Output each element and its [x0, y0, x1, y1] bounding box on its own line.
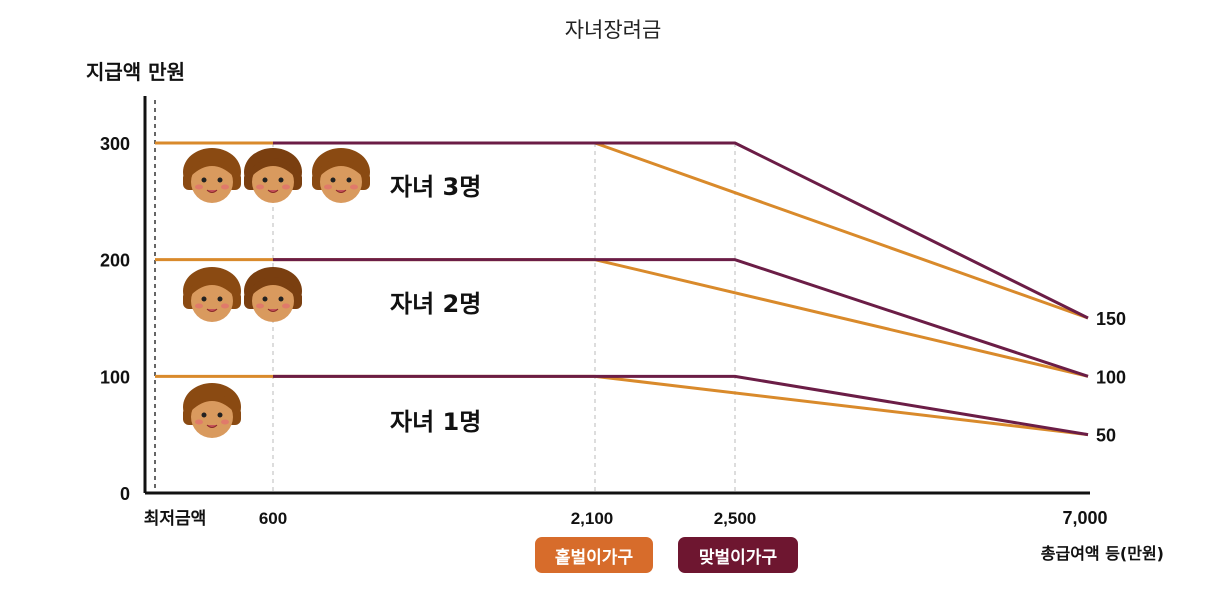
- x-tick-label: 600: [259, 509, 287, 528]
- x-tick-label: 최저금액: [144, 509, 207, 528]
- child-face-icon: [244, 267, 302, 322]
- x-axis-label: 총급여액 등(만원): [1040, 544, 1164, 563]
- series-line: [273, 141, 1089, 320]
- child-face-icon: [183, 267, 241, 322]
- chart-title: 자녀장려금: [564, 18, 662, 42]
- x-tick-label: 2,100: [571, 509, 614, 528]
- series-line: [155, 374, 1089, 437]
- y-tick-label: 100: [100, 367, 130, 387]
- x-tick-label: 7,000: [1062, 508, 1107, 528]
- y-tick-label-right: 150: [1096, 309, 1126, 329]
- legend-dual-income: 맞벌이가구: [678, 537, 798, 573]
- y-tick-label: 300: [100, 134, 130, 154]
- y-tick-label-right: 100: [1096, 367, 1126, 387]
- y-tick-label-right: 50: [1096, 426, 1116, 446]
- legend-single-income: 홑벌이가구: [535, 537, 653, 573]
- annotation-label: 자녀 2명: [390, 290, 481, 318]
- y-tick-label: 200: [100, 251, 130, 271]
- child-face-icon: [183, 383, 241, 438]
- child-face-icon: [312, 148, 370, 203]
- child-face-icon: [244, 148, 302, 203]
- series-line: [273, 258, 1089, 378]
- child-face-icon: [183, 148, 241, 203]
- annotation-label: 자녀 1명: [390, 408, 481, 436]
- y-tick-label: 0: [120, 484, 130, 504]
- series-line: [273, 374, 1089, 437]
- y-axis-label: 지급액 만원: [86, 60, 185, 84]
- x-tick-label: 2,500: [714, 509, 757, 528]
- annotation-label: 자녀 3명: [390, 173, 481, 201]
